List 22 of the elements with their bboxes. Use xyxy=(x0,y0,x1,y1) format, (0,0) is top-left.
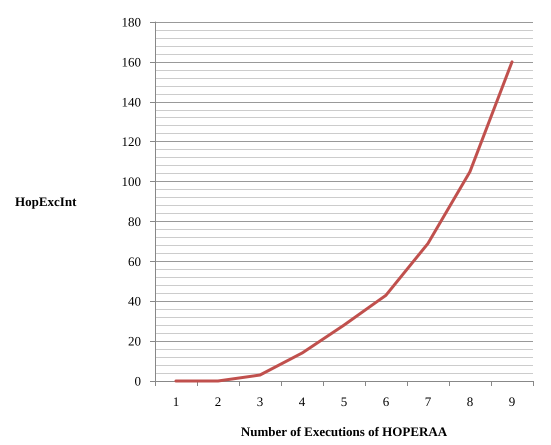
x-tick-label: 8 xyxy=(466,394,474,409)
y-tick-label: 120 xyxy=(122,134,141,150)
y-tick-label: 60 xyxy=(128,254,141,269)
y-axis-title: HopExcInt xyxy=(15,194,78,209)
y-tick-label: 180 xyxy=(122,14,141,30)
x-tick-label: 7 xyxy=(424,394,432,409)
line-series xyxy=(174,60,514,382)
x-axis-title: Number of Executions of HOPERAA xyxy=(240,424,448,439)
x-tick-label: 4 xyxy=(298,394,306,409)
y-tick-label: 80 xyxy=(128,214,141,229)
x-tick-label: 3 xyxy=(256,394,264,409)
x-tick-label: 2 xyxy=(214,394,222,409)
y-tick-label: 140 xyxy=(122,94,141,110)
x-tick-label: 1 xyxy=(172,394,180,409)
x-tick-label: 5 xyxy=(340,394,348,409)
x-tick-label: 9 xyxy=(508,394,516,409)
y-tick-label: 100 xyxy=(122,174,141,190)
y-tick-label: 0 xyxy=(134,374,141,388)
y-tick-label: 160 xyxy=(122,54,141,70)
y-tick-label: 20 xyxy=(128,334,141,349)
y-tick-label: 40 xyxy=(128,294,141,309)
x-tick-label: 6 xyxy=(382,394,390,409)
